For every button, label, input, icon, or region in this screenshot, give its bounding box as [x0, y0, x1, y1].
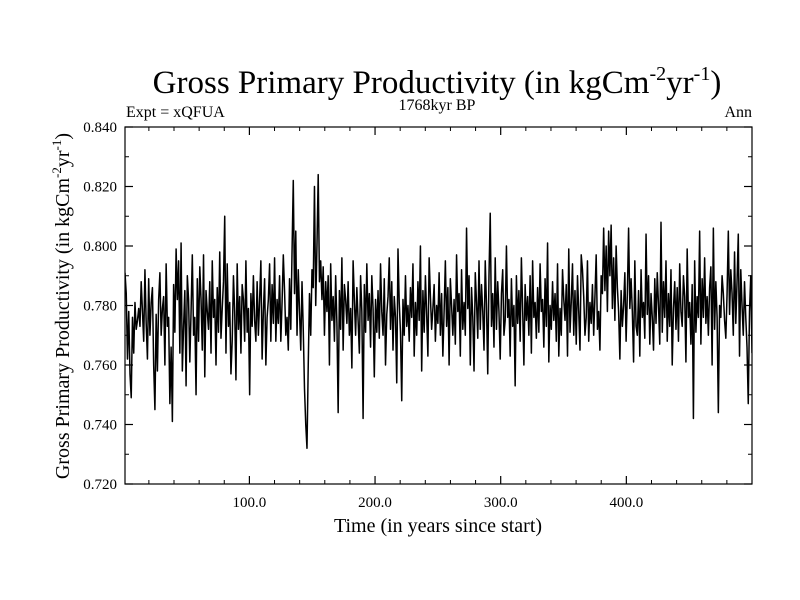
y-tick-labels: 0.720 0.740 0.760 0.780 0.800 0.820 0.840 — [83, 120, 117, 493]
y-tick-label: 0.780 — [83, 299, 117, 315]
x-tick-label: 400.0 — [609, 495, 643, 511]
y-tick-label: 0.760 — [83, 358, 117, 374]
chart-title: Gross Primary Productivity (in kgCm-2yr-… — [153, 63, 722, 101]
x-tick-label: 300.0 — [484, 495, 518, 511]
experiment-label: Expt = xQFUA — [126, 104, 225, 121]
y-tick-label: 0.840 — [83, 120, 117, 136]
season-label: Ann — [724, 104, 752, 121]
y-tick-label: 0.740 — [83, 418, 117, 434]
y-axis-label: Gross Primary Productivity (in kgCm-2yr-… — [49, 133, 74, 479]
x-axis-label: Time (in years since start) — [334, 515, 542, 537]
x-tick-label: 200.0 — [358, 495, 392, 511]
plot-frame — [124, 126, 753, 485]
y-tick-label: 0.720 — [83, 477, 117, 493]
x-tick-label: 100.0 — [233, 495, 267, 511]
gpp-series-line — [125, 173, 752, 450]
y-tick-label: 0.820 — [83, 180, 117, 196]
y-tick-label: 0.800 — [83, 239, 117, 255]
x-tick-labels: 100.0 200.0 300.0 400.0 — [233, 495, 644, 511]
period-label: 1768kyr BP — [399, 97, 476, 114]
